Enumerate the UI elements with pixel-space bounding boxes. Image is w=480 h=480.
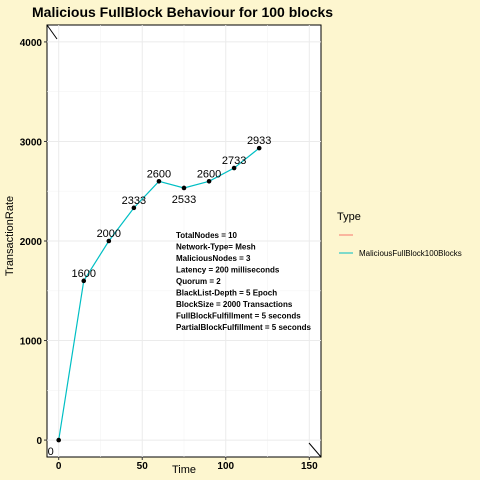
x-tick-label: 100 [217,461,234,472]
data-label: 0 [48,446,54,458]
data-label: 2933 [247,135,271,147]
y-axis-title: TransactionRate [4,196,16,276]
data-point [181,185,187,191]
y-tick-label: 2000 [20,237,43,248]
data-label: 1600 [72,268,96,280]
data-label: 2733 [222,155,246,167]
data-label: 2333 [122,195,146,207]
data-point [81,278,87,284]
annotation-block: TotalNodes = 10 Network-Type= Mesh Malicio… [176,231,311,332]
annotation-line: PartialBlockFulfillment = 5 seconds [176,323,311,332]
y-tick-label: 1000 [20,337,43,348]
data-point [156,178,162,184]
annotation-line: Quorum = 2 [176,277,221,286]
x-tick-label: 50 [137,461,149,472]
corner-mark [308,442,322,458]
x-axis: 0 50 100 150 [56,457,318,472]
data-point [231,165,237,171]
annotation-line: Latency = 200 milliseconds [176,266,280,275]
y-tick-label: 4000 [20,38,43,49]
y-tick-label: 0 [36,436,42,447]
data-point [131,205,137,211]
grid [46,24,322,458]
annotation-line: BlockSize = 2000 Transactions [176,300,293,309]
y-axis: 0 1000 2000 3000 4000 [20,38,47,447]
data-point [206,178,212,184]
x-axis-title: Time [172,464,196,476]
legend-title: Type [337,211,361,223]
chart-title: Malicious FullBlock Behaviour for 100 bl… [32,4,333,20]
data-label: 2600 [147,168,171,180]
x-tick-label: 150 [301,461,318,472]
data-point [256,145,262,151]
annotation-line: FullBlockFulfillment = 5 seconds [176,312,301,321]
annotation-line: MaliciousNodes = 3 [176,254,251,263]
annotation-line: BlackList-Depth = 5 Epoch [176,289,277,298]
legend: Type MaliciousFullBlock100Blocks [337,211,462,258]
data-label: 2600 [197,168,221,180]
x-tick-label: 0 [56,461,62,472]
legend-label: MaliciousFullBlock100Blocks [359,249,462,258]
data-label: 2000 [97,228,121,240]
annotation-line: TotalNodes = 10 [176,231,238,240]
annotation-line: Network-Type= Mesh [176,243,256,252]
corner-mark [46,24,58,40]
data-point [56,437,61,443]
data-point [106,238,112,244]
y-tick-label: 3000 [20,137,43,148]
data-label: 2533 [172,194,196,206]
